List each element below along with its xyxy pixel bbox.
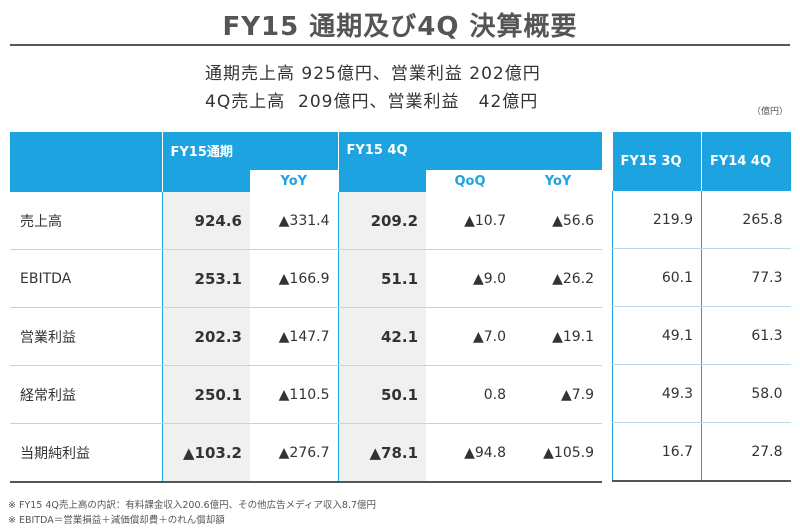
cell-4q-qoq: 0.8 (426, 365, 515, 424)
summary-line-4q: 4Q売上高 209億円、営業利益 42億円 (205, 92, 539, 112)
table-row: 219.9 265.8 (612, 191, 791, 249)
cell-fy14-4q: 61.3 (701, 306, 791, 365)
row-label: EBITDA (10, 249, 162, 308)
header-corner (10, 132, 162, 192)
cell-fy15: ▲103.2 (161, 423, 250, 483)
cell-4q-qoq: ▲94.8 (426, 423, 515, 483)
cell-fy15-yoy: ▲147.7 (250, 307, 339, 366)
cell-fy15-3q: 49.3 (612, 364, 702, 423)
cell-4q: ▲78.1 (337, 423, 427, 483)
row-label: 経常利益 (10, 365, 162, 424)
header-4q-qoq: QoQ (426, 169, 515, 192)
header-fy15-annual: FY15通期 (161, 132, 339, 170)
cell-fy15-yoy: ▲276.7 (250, 423, 339, 483)
cell-fy15-yoy: ▲331.4 (250, 192, 339, 250)
cell-fy15-yoy: ▲110.5 (250, 365, 339, 424)
table-row: 経常利益 250.1 ▲110.5 50.1 0.8 ▲7.9 (10, 365, 603, 424)
header-4q-yoy: YoY (514, 169, 603, 192)
comparison-table: FY15 3Q FY14 4Q 219.9 265.8 60.1 77.3 49… (612, 132, 791, 482)
header-4q-spacer (337, 169, 427, 192)
table-row: 16.7 27.8 (612, 422, 791, 482)
cell-4q: 50.1 (337, 365, 427, 424)
cell-fy14-4q: 27.8 (701, 422, 791, 482)
row-label: 営業利益 (10, 307, 162, 366)
row-label: 当期純利益 (10, 423, 162, 483)
unit-label: （億円） (751, 107, 788, 117)
header-fy15-spacer (161, 169, 250, 192)
cell-4q-qoq: ▲10.7 (426, 192, 515, 250)
cell-fy14-4q: 265.8 (701, 191, 791, 249)
cell-4q-yoy: ▲105.9 (514, 423, 603, 483)
footnotes: ※ FY15 4Q売上高の内訳：有料課金収入200.6億円、その他広告メディア収… (8, 498, 376, 528)
cell-4q: 42.1 (337, 307, 427, 366)
cell-fy15-3q: 49.1 (612, 306, 702, 365)
cell-4q-qoq: ▲9.0 (426, 249, 515, 308)
cell-fy14-4q: 77.3 (701, 248, 791, 307)
table-row: 当期純利益 ▲103.2 ▲276.7 ▲78.1 ▲94.8 ▲105.9 (10, 423, 603, 483)
cell-fy15-yoy: ▲166.9 (250, 249, 339, 308)
cell-4q-yoy: ▲7.9 (514, 365, 603, 424)
header-fy14-4q: FY14 4Q (701, 132, 791, 191)
table-row: 60.1 77.3 (612, 248, 791, 307)
cell-fy15-3q: 16.7 (612, 422, 702, 482)
table-row: 営業利益 202.3 ▲147.7 42.1 ▲7.0 ▲19.1 (10, 307, 603, 366)
cell-4q-qoq: ▲7.0 (426, 307, 515, 366)
cell-4q: 51.1 (337, 249, 427, 308)
header-fy15-3q: FY15 3Q (612, 132, 702, 191)
cell-fy14-4q: 58.0 (701, 364, 791, 423)
cell-4q: 209.2 (337, 192, 427, 250)
cell-fy15: 250.1 (161, 365, 250, 424)
page-title: FY15 通期及び4Q 決算概要 (222, 12, 578, 42)
cell-fy15: 253.1 (161, 249, 250, 308)
cell-4q-yoy: ▲56.6 (514, 192, 603, 250)
header-fy15-4q: FY15 4Q (337, 132, 603, 170)
footnote: ※ FY15 4Q売上高の内訳：有料課金収入200.6億円、その他広告メディア収… (8, 500, 377, 511)
cell-fy15: 924.6 (161, 192, 250, 250)
table-row: 売上高 924.6 ▲331.4 209.2 ▲10.7 ▲56.6 (10, 192, 603, 250)
row-label: 売上高 (10, 192, 162, 250)
footnote: ※ EBITDA＝営業損益＋減価償却費＋のれん償却額 (8, 515, 225, 526)
cell-fy15-3q: 60.1 (612, 248, 702, 307)
table-row: EBITDA 253.1 ▲166.9 51.1 ▲9.0 ▲26.2 (10, 249, 603, 308)
table-row: 49.3 58.0 (612, 364, 791, 423)
table-row: 49.1 61.3 (612, 306, 791, 365)
cell-fy15-3q: 219.9 (612, 191, 702, 249)
cell-4q-yoy: ▲19.1 (514, 307, 603, 366)
summary-line-annual: 通期売上高 925億円、営業利益 202億円 (205, 64, 541, 84)
main-results-table: FY15通期 FY15 4Q YoY QoQ YoY 売上高 924.6 ▲33… (10, 132, 603, 483)
cell-fy15: 202.3 (161, 307, 250, 366)
summary-block: 通期売上高 925億円、営業利益 202億円 4Q売上高 209億円、営業利益 … (205, 60, 541, 116)
title-divider (10, 44, 790, 46)
cell-4q-yoy: ▲26.2 (514, 249, 603, 308)
header-fy15-yoy: YoY (250, 169, 339, 192)
